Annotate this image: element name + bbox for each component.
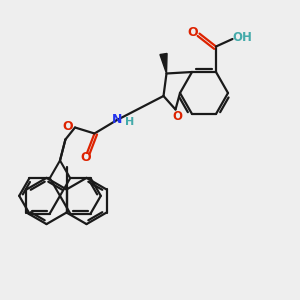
Text: H: H	[125, 117, 134, 128]
Text: N: N	[112, 113, 122, 126]
Text: O: O	[80, 151, 91, 164]
Text: OH: OH	[232, 31, 252, 44]
Polygon shape	[160, 53, 167, 74]
Text: O: O	[172, 110, 182, 124]
Text: O: O	[62, 119, 73, 133]
Text: O: O	[188, 26, 198, 39]
